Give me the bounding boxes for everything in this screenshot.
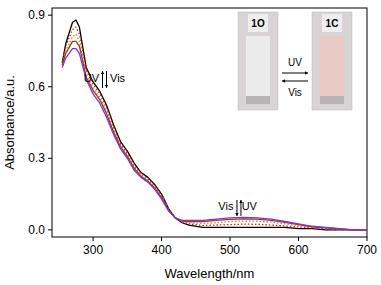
x-tick-label: 500	[220, 243, 240, 257]
cuvette-bg	[238, 12, 278, 110]
cuvette-cap	[248, 14, 268, 32]
x-tick	[161, 237, 162, 241]
series-line	[62, 49, 367, 230]
series-group	[62, 20, 367, 230]
annotation: Vis	[110, 72, 126, 84]
annotation: UV	[288, 57, 302, 68]
y-axis-label: Absorbance/a.u.	[2, 75, 17, 170]
y-tick-label: 0.6	[28, 80, 45, 94]
cuvette	[312, 12, 352, 110]
cuvette-base	[246, 96, 270, 104]
arrow-head	[235, 213, 238, 216]
series-line	[62, 20, 367, 230]
cuvette-liquid	[246, 36, 270, 104]
plot-frame	[52, 8, 367, 237]
series-line	[62, 27, 367, 230]
x-tick	[93, 237, 94, 241]
annotation: UV	[242, 200, 258, 212]
cuvette-cap	[322, 14, 342, 32]
annotation: 1C	[326, 18, 339, 29]
x-tick-label: 300	[83, 243, 103, 257]
annotation: UV	[84, 72, 100, 84]
y-tick-label: 0.3	[28, 151, 45, 165]
x-axis-label: Wavelength/nm	[165, 266, 255, 281]
chart-root: 300 400 500 600 700 0.0 0.3 0.6 0.9 Wavelength/nm…	[0, 0, 381, 285]
chart: 300 400 500 600 700 0.0 0.3 0.6 0.9 Wavelength/nm…	[0, 0, 381, 285]
cuvette-base	[320, 96, 344, 104]
series-line	[62, 41, 367, 229]
cuvette-liquid	[320, 36, 344, 104]
arrow-head	[305, 71, 308, 74]
cuvette	[238, 12, 278, 110]
series-line	[62, 34, 367, 230]
arrow-head	[239, 200, 242, 203]
annotation: Vis	[288, 87, 302, 98]
x-tick	[367, 237, 368, 241]
y-tick-label: 0.9	[28, 8, 45, 22]
y-tick	[48, 158, 52, 159]
x-tick	[298, 237, 299, 241]
y-tick	[48, 86, 52, 87]
annotation: 1O	[251, 18, 265, 29]
arrow-head	[282, 79, 285, 82]
x-tick-label: 400	[152, 243, 172, 257]
x-tick-label: 700	[357, 243, 377, 257]
y-tick	[48, 15, 52, 16]
arrow-head	[101, 71, 104, 74]
x-tick-label: 600	[289, 243, 309, 257]
y-tick	[48, 229, 52, 230]
annotation: Vis	[218, 200, 234, 212]
arrow-head	[105, 85, 108, 88]
cuvette-bg	[312, 12, 352, 110]
arrow	[282, 73, 308, 74]
arrow	[282, 81, 308, 82]
y-tick-label: 0.0	[28, 223, 45, 237]
x-tick	[230, 237, 231, 241]
